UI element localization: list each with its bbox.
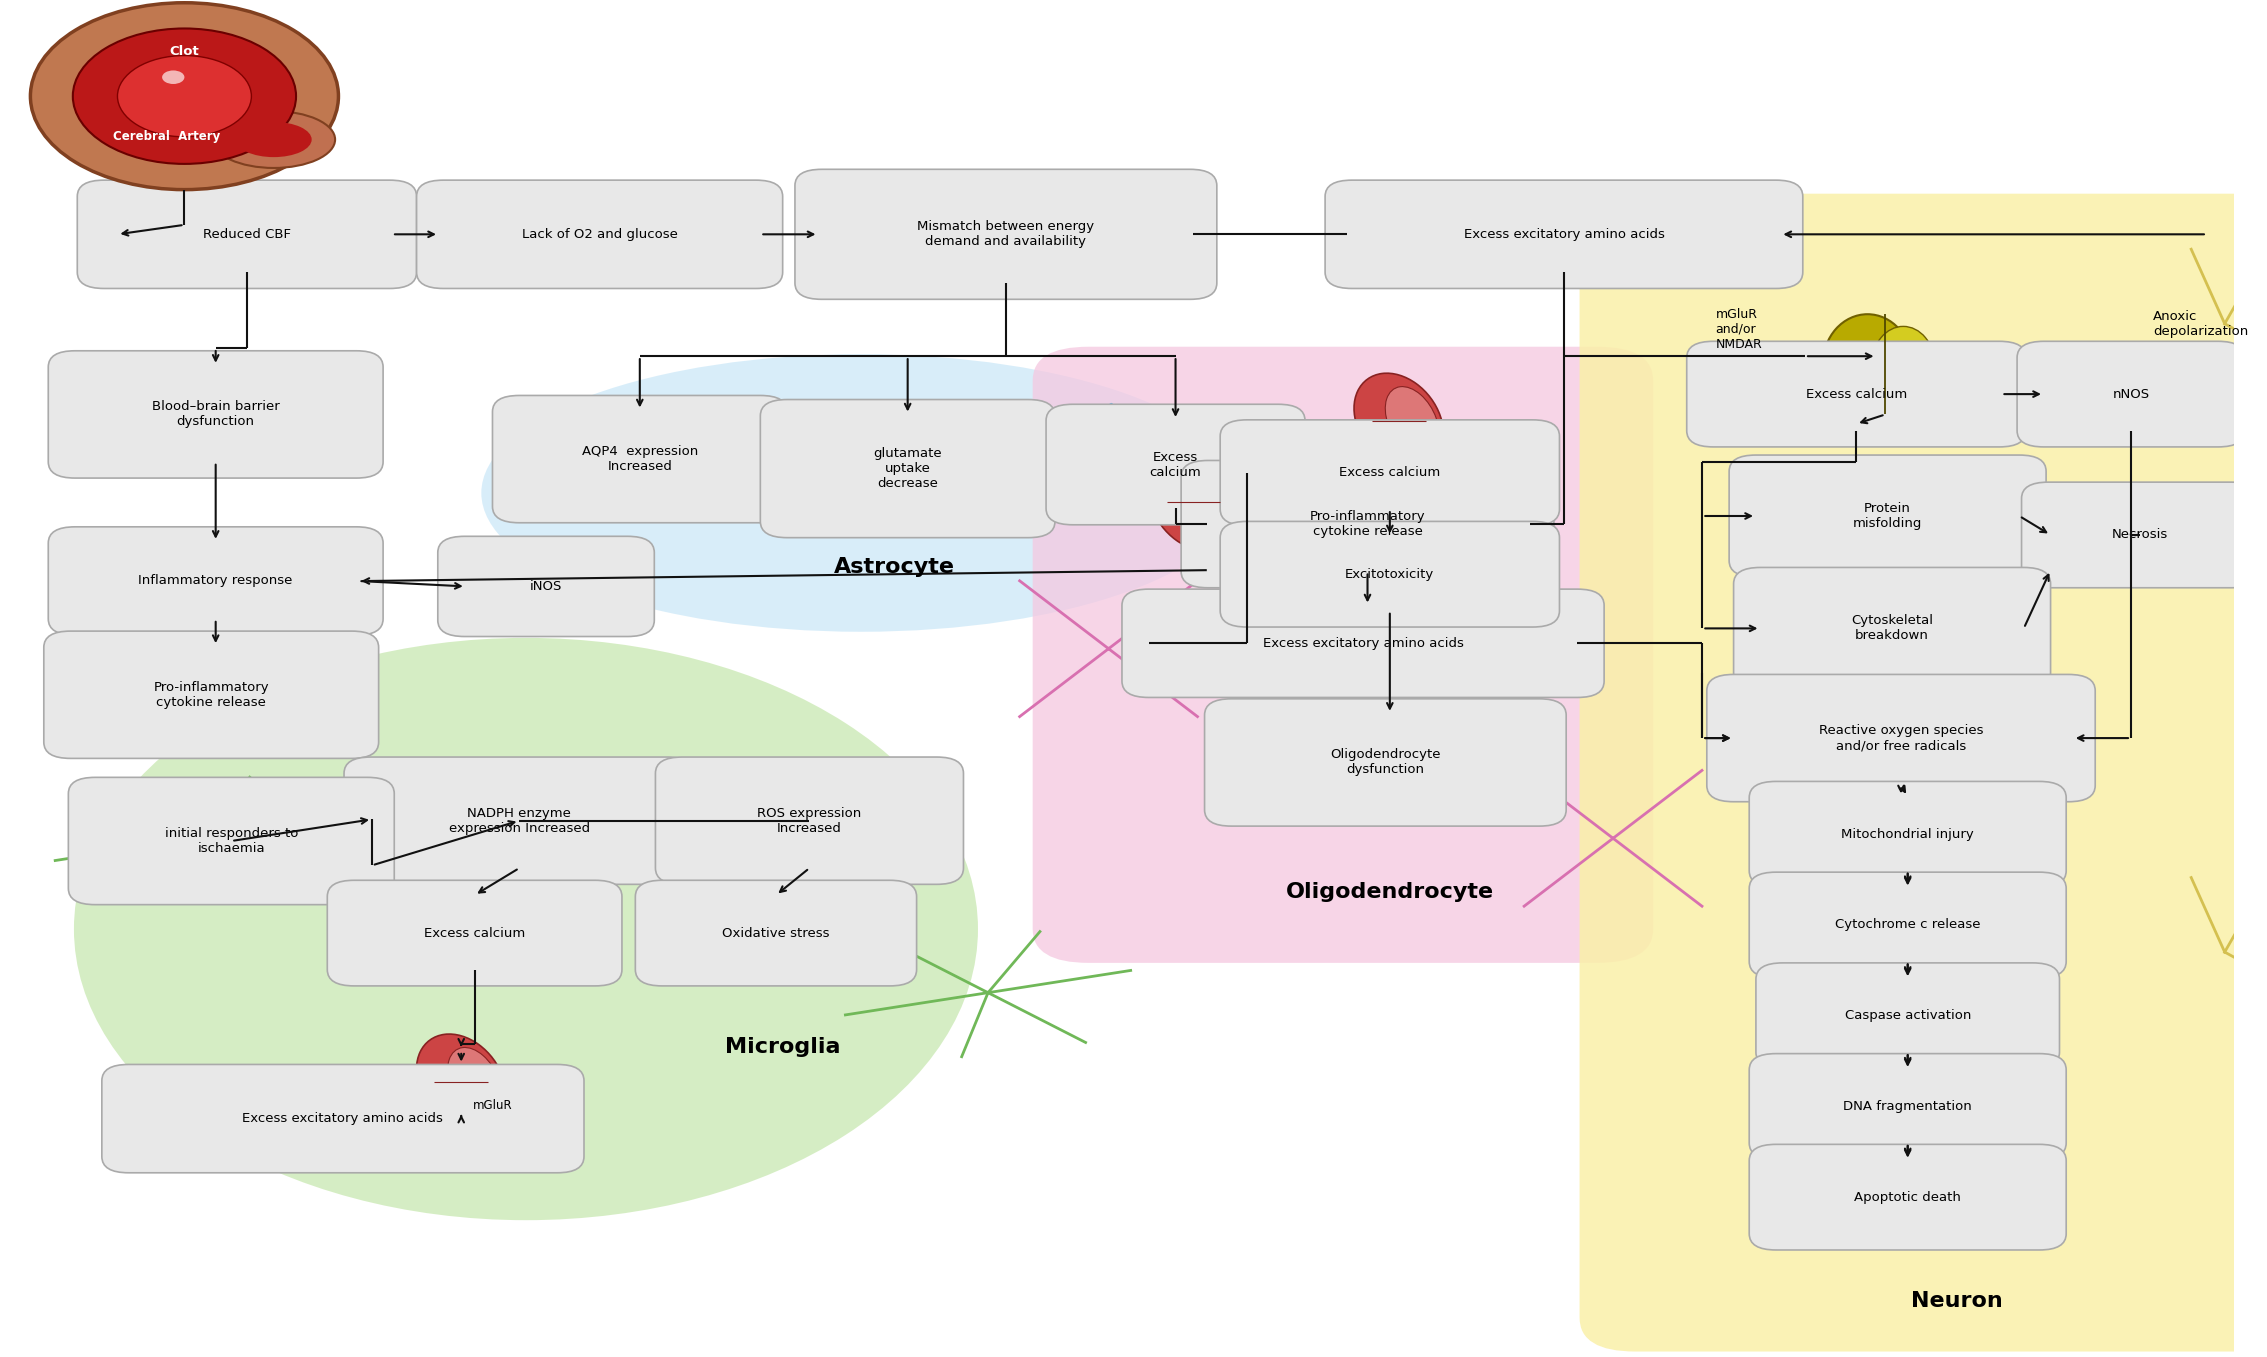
Text: Caspase activation: Caspase activation: [1845, 1010, 1970, 1022]
FancyBboxPatch shape: [1707, 674, 2095, 802]
FancyBboxPatch shape: [1750, 873, 2065, 978]
Text: Oligodendrocyte
dysfunction: Oligodendrocyte dysfunction: [1331, 749, 1440, 776]
Text: Excess excitatory amino acids: Excess excitatory amino acids: [243, 1113, 444, 1125]
FancyBboxPatch shape: [1730, 455, 2047, 577]
Text: Necrosis: Necrosis: [2113, 528, 2167, 541]
Text: Anoxic
depolarization: Anoxic depolarization: [2154, 309, 2249, 338]
FancyBboxPatch shape: [345, 757, 694, 885]
Text: Oxidative stress: Oxidative stress: [723, 927, 830, 939]
FancyBboxPatch shape: [102, 1064, 585, 1172]
Text: Cytoskeletal
breakdown: Cytoskeletal breakdown: [1852, 615, 1934, 642]
Ellipse shape: [1179, 468, 1233, 537]
FancyBboxPatch shape: [417, 180, 782, 289]
Text: Reduced CBF: Reduced CBF: [204, 228, 290, 240]
Ellipse shape: [213, 111, 336, 168]
FancyBboxPatch shape: [1122, 589, 1605, 697]
Ellipse shape: [449, 1048, 501, 1117]
Text: Excess calcium: Excess calcium: [1807, 388, 1907, 400]
Ellipse shape: [1149, 455, 1238, 551]
FancyBboxPatch shape: [326, 881, 621, 987]
Text: Pro-inflammatory
cytokine release: Pro-inflammatory cytokine release: [154, 681, 270, 708]
Ellipse shape: [1385, 387, 1440, 456]
Ellipse shape: [75, 638, 977, 1220]
Text: mGluR: mGluR: [472, 1099, 512, 1111]
Text: Mitochondrial injury: Mitochondrial injury: [1841, 828, 1975, 841]
Text: Excess calcium: Excess calcium: [424, 927, 526, 939]
FancyBboxPatch shape: [1750, 1144, 2065, 1250]
FancyBboxPatch shape: [1687, 342, 2027, 446]
Text: Blood–brain barrier
dysfunction: Blood–brain barrier dysfunction: [152, 400, 279, 429]
Text: Neuron: Neuron: [1911, 1292, 2002, 1311]
FancyBboxPatch shape: [1204, 699, 1566, 826]
FancyBboxPatch shape: [1750, 1053, 2065, 1159]
FancyBboxPatch shape: [1220, 521, 1560, 627]
Ellipse shape: [73, 28, 297, 164]
FancyBboxPatch shape: [1757, 963, 2058, 1068]
Text: Clot: Clot: [170, 45, 199, 58]
Ellipse shape: [417, 1034, 506, 1130]
Text: Microglia: Microglia: [725, 1037, 841, 1057]
Text: Cytochrome c release: Cytochrome c release: [1834, 919, 1981, 931]
Text: NADPH enzyme
expression Increased: NADPH enzyme expression Increased: [449, 806, 589, 835]
FancyBboxPatch shape: [1326, 180, 1802, 289]
FancyBboxPatch shape: [1220, 419, 1560, 525]
FancyBboxPatch shape: [1734, 567, 2052, 689]
FancyBboxPatch shape: [1034, 347, 1653, 963]
Text: Astrocyte: Astrocyte: [834, 558, 954, 578]
Text: Excess excitatory amino acids: Excess excitatory amino acids: [1464, 228, 1664, 240]
Text: Protein
misfolding: Protein misfolding: [1852, 502, 1922, 531]
Text: Excess excitatory amino acids: Excess excitatory amino acids: [1263, 636, 1464, 650]
FancyBboxPatch shape: [1580, 194, 2267, 1352]
FancyBboxPatch shape: [1181, 460, 1553, 588]
Text: ROS expression
Increased: ROS expression Increased: [757, 806, 861, 835]
Text: Cerebral  Artery: Cerebral Artery: [113, 130, 220, 144]
FancyBboxPatch shape: [438, 536, 655, 636]
Text: iNOS: iNOS: [530, 579, 562, 593]
Ellipse shape: [1823, 315, 1911, 414]
Ellipse shape: [481, 354, 1240, 632]
Text: Excitotoxicity: Excitotoxicity: [1344, 567, 1435, 581]
Text: Oligodendrocyte: Oligodendrocyte: [1285, 882, 1494, 902]
FancyBboxPatch shape: [1750, 782, 2065, 887]
FancyBboxPatch shape: [43, 631, 379, 759]
Ellipse shape: [236, 122, 311, 157]
FancyBboxPatch shape: [48, 527, 383, 635]
Text: AQP4  expression
Increased: AQP4 expression Increased: [583, 445, 698, 474]
Ellipse shape: [29, 3, 338, 190]
Text: glutamate
uptake
decrease: glutamate uptake decrease: [873, 446, 943, 490]
Text: Lack of O2 and glucose: Lack of O2 and glucose: [521, 228, 678, 240]
FancyBboxPatch shape: [492, 395, 787, 522]
Text: DNA fragmentation: DNA fragmentation: [1843, 1101, 1972, 1113]
Text: Mismatch between energy
demand and availability: Mismatch between energy demand and avail…: [918, 220, 1095, 248]
FancyBboxPatch shape: [1045, 404, 1306, 525]
FancyBboxPatch shape: [2022, 482, 2258, 588]
Text: Reactive oxygen species
and/or free radicals: Reactive oxygen species and/or free radi…: [1818, 725, 1984, 752]
Text: Excess calcium: Excess calcium: [1340, 467, 1440, 479]
Text: Inflammatory response: Inflammatory response: [138, 574, 292, 588]
Text: initial responders to
ischaemia: initial responders to ischaemia: [165, 826, 297, 855]
Text: mGluR
and/or
NMDAR: mGluR and/or NMDAR: [1716, 308, 1761, 350]
Ellipse shape: [1353, 373, 1444, 470]
Text: Pro-inflammatory
cytokine release: Pro-inflammatory cytokine release: [1310, 510, 1426, 539]
Ellipse shape: [118, 56, 252, 137]
Ellipse shape: [163, 71, 184, 84]
FancyBboxPatch shape: [77, 180, 417, 289]
FancyBboxPatch shape: [635, 881, 916, 987]
Text: Apoptotic death: Apoptotic death: [1854, 1190, 1961, 1204]
Text: nNOS: nNOS: [2113, 388, 2149, 400]
FancyBboxPatch shape: [48, 350, 383, 478]
FancyBboxPatch shape: [796, 170, 1217, 300]
FancyBboxPatch shape: [655, 757, 963, 885]
Text: Excess
calcium: Excess calcium: [1149, 451, 1202, 479]
FancyBboxPatch shape: [68, 778, 394, 905]
FancyBboxPatch shape: [2018, 342, 2244, 446]
Ellipse shape: [1873, 327, 1934, 402]
FancyBboxPatch shape: [759, 399, 1054, 537]
